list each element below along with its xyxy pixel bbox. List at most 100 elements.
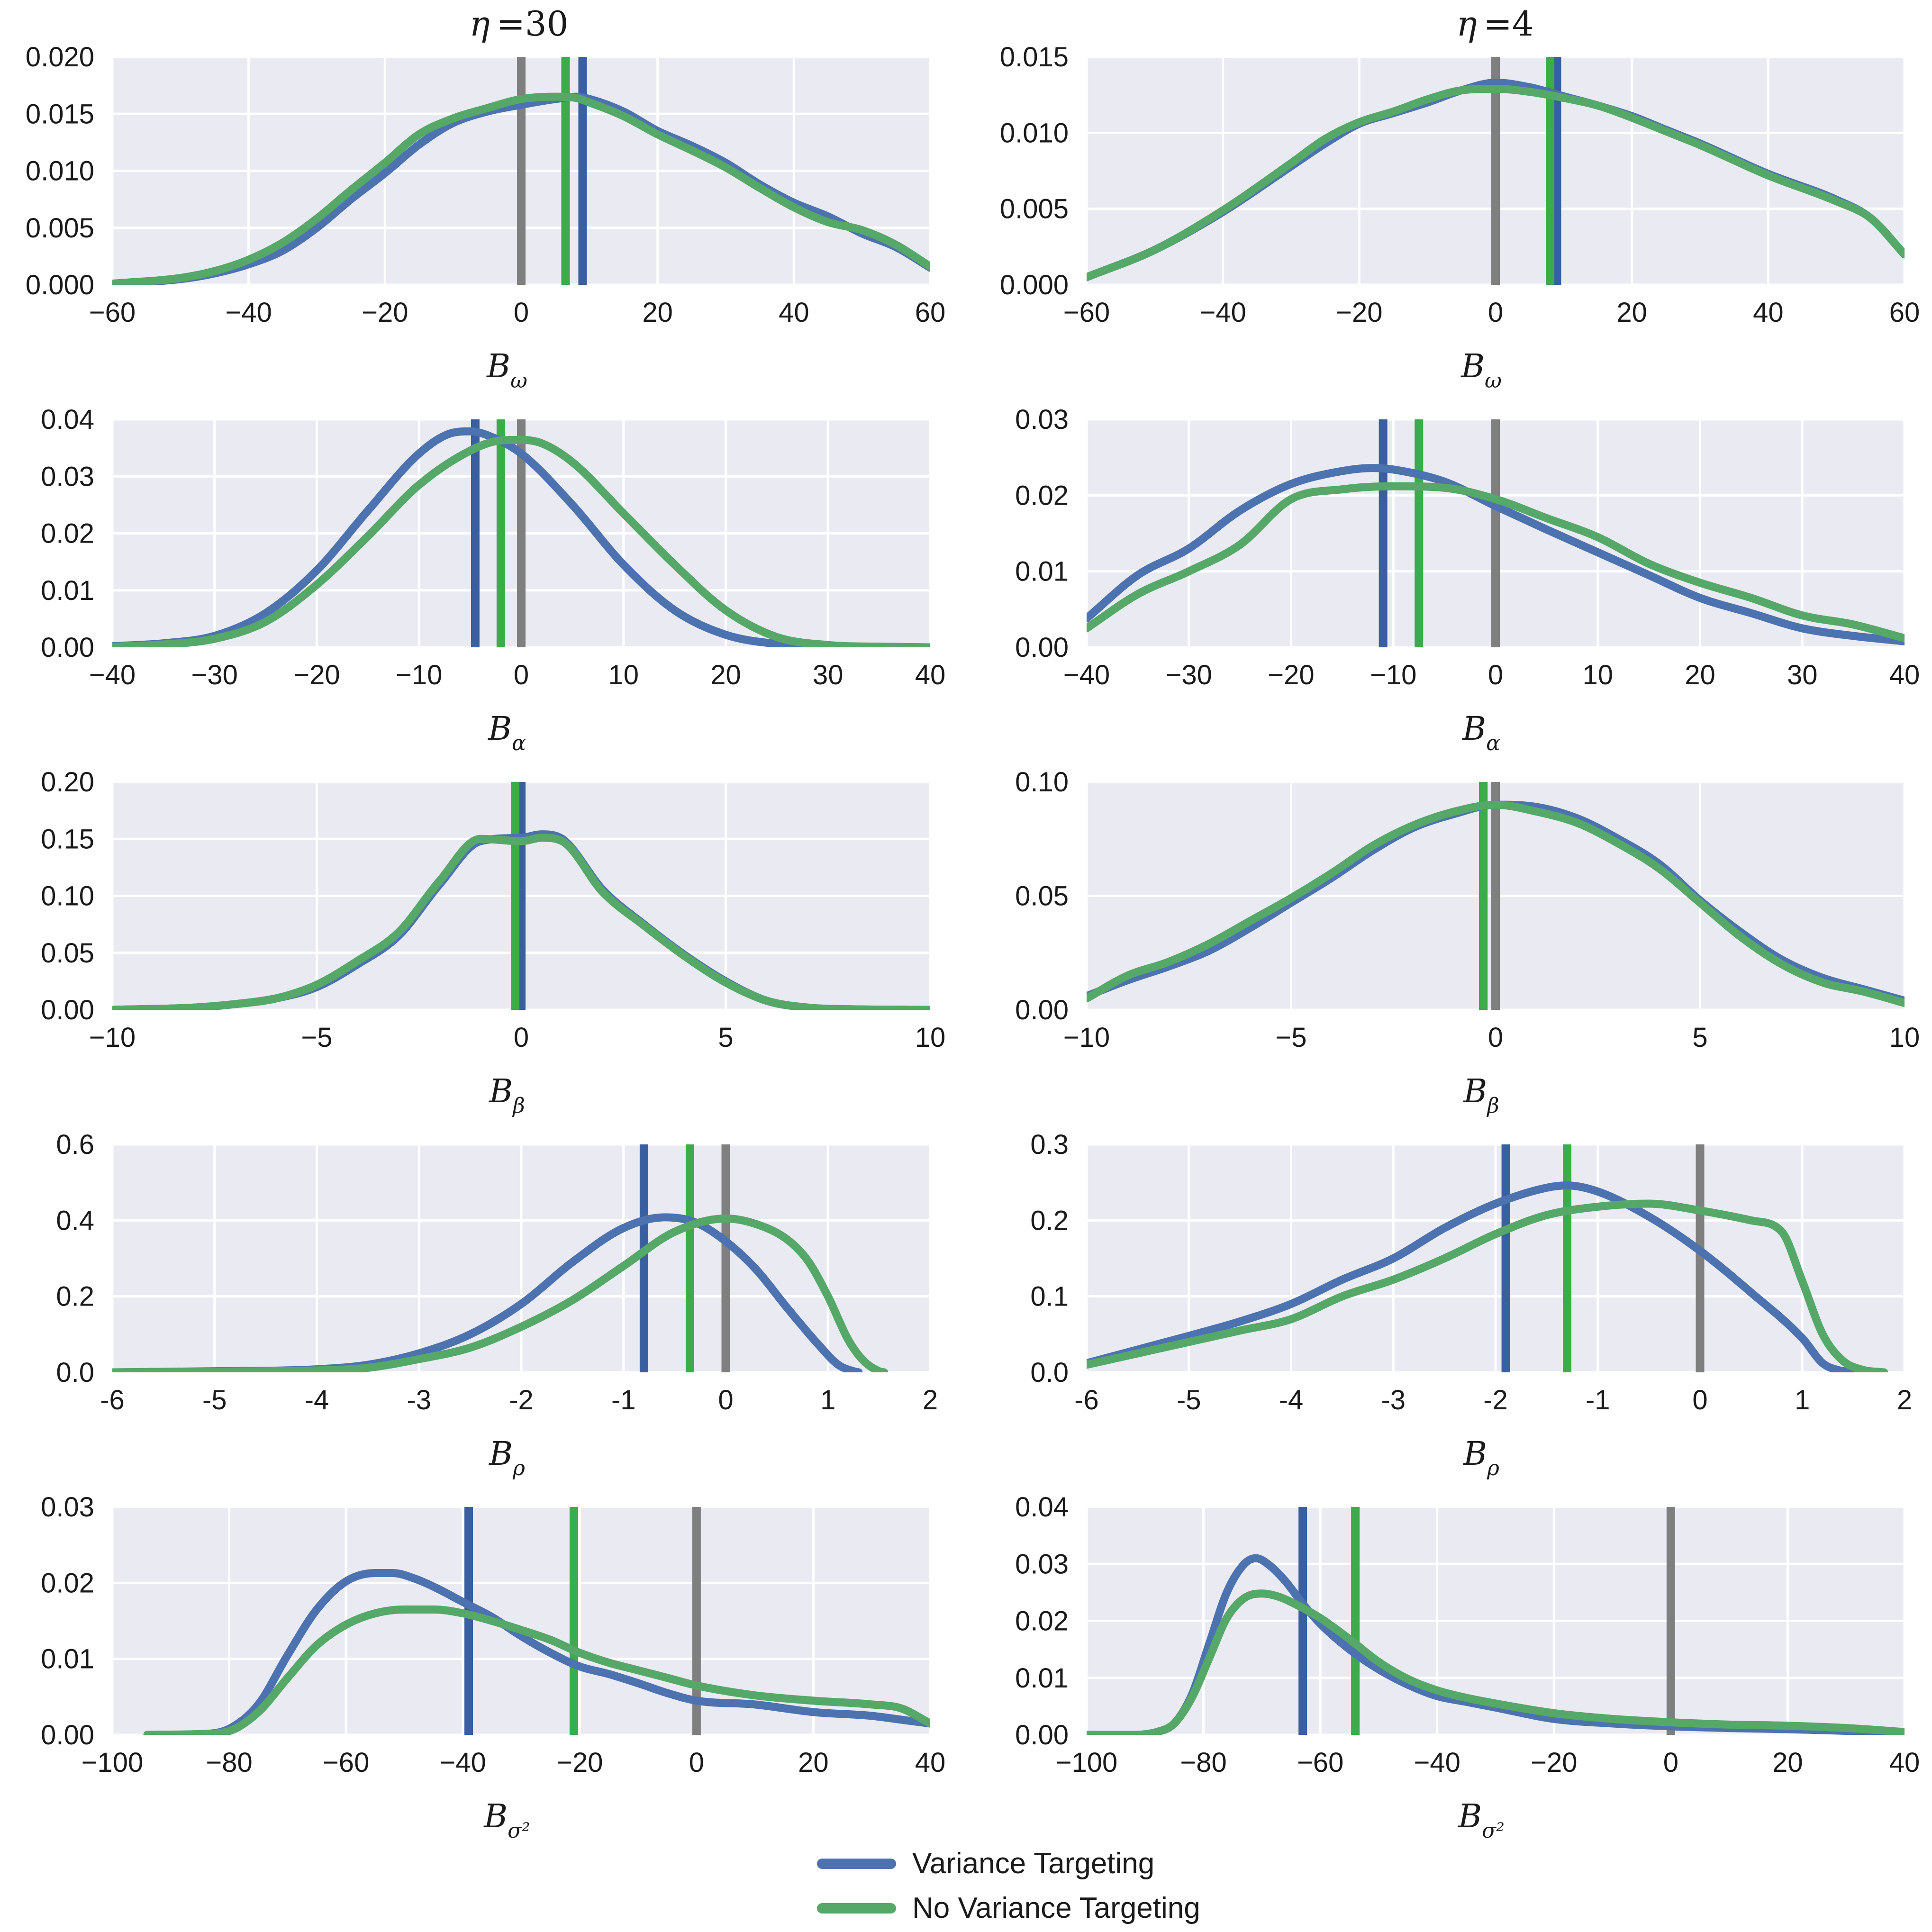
x-tick-label: −20 xyxy=(1336,297,1382,328)
x-axis-label-main: B xyxy=(1462,1435,1487,1473)
y-tick-label: 0.03 xyxy=(1015,1549,1069,1579)
data-layer xyxy=(112,1144,889,1372)
x-tick-label: 30 xyxy=(1787,660,1818,690)
x-tick-label: 10 xyxy=(1582,660,1613,690)
data-layer xyxy=(1087,782,1905,1010)
y-tick-label: 0.05 xyxy=(1015,881,1069,912)
x-tick-label: -6 xyxy=(100,1385,125,1415)
y-tick-label: 0.15 xyxy=(41,824,94,854)
data-layer xyxy=(1087,1507,1905,1735)
y-tick-label: 0.015 xyxy=(1000,42,1069,73)
x-tick-label: −80 xyxy=(206,1747,252,1778)
x-tick-label: 0 xyxy=(514,1022,529,1053)
y-tick-label: 0.005 xyxy=(1000,194,1069,225)
x-tick-label: 20 xyxy=(710,660,741,690)
y-tick-label: 0.04 xyxy=(41,404,94,435)
x-tick-label: −10 xyxy=(1063,1022,1110,1053)
y-tick-label: 0.010 xyxy=(1000,118,1069,148)
no-variance-targeting-curve xyxy=(112,92,930,285)
y-tick-label: 0.00 xyxy=(1015,995,1069,1025)
x-tick-label: -3 xyxy=(1381,1385,1406,1415)
x-tick-label: 20 xyxy=(642,297,673,328)
y-tick-label: 0.02 xyxy=(1015,1606,1069,1637)
x-axis-label-main: B xyxy=(483,1798,508,1835)
x-axis-label-main: B xyxy=(1457,1798,1482,1835)
no-variance-targeting-curve xyxy=(1087,84,1905,281)
x-tick-label: −60 xyxy=(1297,1747,1343,1778)
y-tick-label: 0.020 xyxy=(26,42,94,73)
no-variance-targeting-curve xyxy=(1087,1589,1905,1735)
panel-p31: -6 -5 -4 -3 -2 -1 0 1 2 0.0 0.1 0.2 0.3 Bρ xyxy=(1030,1129,1912,1480)
x-tick-label: −40 xyxy=(1414,1747,1460,1778)
panel-p01: −60 −40 −20 0 20 40 60 0.000 0.005 0.010 0.015 Bω xyxy=(1000,42,1920,393)
x-axis-label-main: B xyxy=(1461,710,1486,748)
y-tick-label: 0.00 xyxy=(41,995,94,1025)
x-tick-label: −80 xyxy=(1180,1747,1226,1778)
y-tick-label: 0.6 xyxy=(56,1129,94,1160)
no-variance-targeting-curve xyxy=(1087,800,1905,1007)
x-tick-label: 5 xyxy=(718,1022,733,1053)
x-axis-label-main: B xyxy=(486,348,510,385)
y-tick-label: 0.00 xyxy=(41,1720,94,1751)
x-tick-label: −20 xyxy=(1531,1747,1577,1778)
x-axis-label: Bβ xyxy=(488,1073,525,1118)
x-axis-label-subscript: β xyxy=(512,1094,525,1118)
no-variance-targeting-curve xyxy=(112,834,930,1010)
y-tick-label: 0.01 xyxy=(41,575,94,606)
x-tick-label: 40 xyxy=(1889,1747,1920,1778)
x-tick-label: −60 xyxy=(89,297,136,328)
x-tick-label: 0 xyxy=(1488,660,1503,690)
x-axis-label-subscript: ω xyxy=(1485,369,1502,393)
x-axis-label: Bσ² xyxy=(483,1798,530,1843)
x-tick-label: -5 xyxy=(1177,1385,1201,1415)
x-tick-label: −40 xyxy=(225,297,272,328)
x-tick-label: −20 xyxy=(293,660,340,690)
y-tick-label: 0.0 xyxy=(1030,1357,1069,1388)
x-axis-label-subscript: σ² xyxy=(1482,1819,1505,1843)
x-tick-label: −100 xyxy=(82,1747,144,1778)
column-title-right: η =4 xyxy=(1456,4,1533,44)
x-tick-label: 40 xyxy=(779,297,809,328)
x-tick-label: -2 xyxy=(1483,1385,1508,1415)
x-axis-label: Bρ xyxy=(1462,1435,1499,1480)
x-tick-label: -1 xyxy=(611,1385,636,1415)
y-tick-label: 0.00 xyxy=(1015,632,1069,663)
x-axis-label-main: B xyxy=(488,1073,513,1110)
y-tick-label: 0.10 xyxy=(41,881,94,912)
y-tick-label: 0.005 xyxy=(26,213,94,244)
no-variance-targeting-curve xyxy=(112,435,930,647)
x-tick-label: 60 xyxy=(1889,297,1920,328)
x-tick-label: 40 xyxy=(1753,297,1784,328)
panel-p21: −10 −5 0 5 10 0.00 0.05 0.10 Bβ xyxy=(1015,767,1920,1118)
legend-label-variance-targeting: Variance Targeting xyxy=(912,1847,1154,1880)
no-variance-targeting-curve xyxy=(1087,482,1905,643)
x-tick-label: 0 xyxy=(514,660,529,690)
panel-p00: −60 −40 −20 0 20 40 60 0.000 0.005 0.010 0.015 0.02… xyxy=(26,42,945,393)
x-tick-label: 0 xyxy=(1692,1385,1707,1415)
x-tick-label: −40 xyxy=(440,1747,486,1778)
y-tick-label: 0.03 xyxy=(41,1492,94,1523)
y-tick-label: 0.000 xyxy=(1000,270,1069,300)
x-tick-label: 0 xyxy=(1488,297,1503,328)
x-tick-label: 5 xyxy=(1692,1022,1707,1053)
x-tick-label: 40 xyxy=(1889,660,1920,690)
x-tick-label: −20 xyxy=(556,1747,603,1778)
y-tick-label: 0.1 xyxy=(1030,1281,1069,1312)
x-tick-label: -3 xyxy=(407,1385,431,1415)
x-tick-label: −60 xyxy=(323,1747,369,1778)
x-axis-label: Bω xyxy=(1460,348,1502,393)
x-tick-label: −40 xyxy=(1199,297,1246,328)
x-axis-label: Bα xyxy=(1461,710,1500,755)
y-tick-label: 0.02 xyxy=(41,518,94,549)
x-axis-label-main: B xyxy=(488,1435,513,1473)
x-tick-label: 1 xyxy=(820,1385,835,1415)
data-layer xyxy=(1087,1144,1888,1372)
x-tick-label: −60 xyxy=(1063,297,1110,328)
y-tick-label: 0.00 xyxy=(41,632,94,663)
no-variance-targeting-curve xyxy=(112,1214,889,1372)
y-tick-label: 0.01 xyxy=(1015,1663,1069,1694)
x-axis-label-subscript: ρ xyxy=(512,1456,525,1480)
x-tick-label: 20 xyxy=(798,1747,829,1778)
x-tick-label: -5 xyxy=(202,1385,227,1415)
